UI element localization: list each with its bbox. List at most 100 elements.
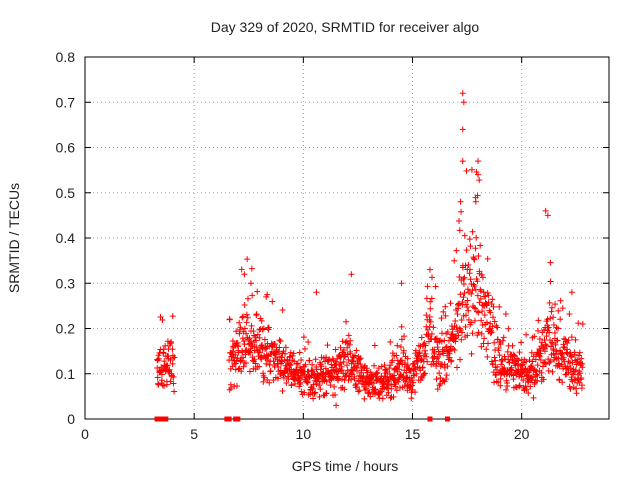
- data-point: [502, 310, 509, 317]
- x-tick-label: 10: [296, 426, 312, 442]
- x-tick-label: 15: [405, 426, 421, 442]
- data-point: [263, 293, 270, 300]
- data-point: [376, 390, 383, 397]
- data-point: [544, 316, 551, 323]
- data-point: [496, 303, 503, 310]
- data-point: [338, 367, 345, 374]
- data-point: [400, 372, 407, 379]
- data-point: [534, 362, 541, 369]
- data-point: [465, 307, 472, 314]
- data-point: [572, 367, 579, 374]
- data-point: [363, 365, 370, 372]
- data-point: [505, 356, 512, 363]
- data-point: [246, 335, 253, 342]
- data-point: [266, 379, 273, 386]
- data-point: [474, 332, 481, 339]
- data-point: [348, 376, 355, 383]
- data-point: [461, 274, 468, 281]
- data-point: [464, 297, 471, 304]
- data-point: [252, 360, 259, 367]
- data-point: [553, 348, 560, 355]
- data-point: [432, 283, 439, 290]
- data-point: [398, 323, 405, 330]
- data-point: [560, 343, 567, 350]
- data-point: [159, 317, 166, 324]
- data-point: [552, 341, 559, 348]
- data-point: [568, 353, 575, 360]
- data-point: [301, 389, 308, 396]
- data-point: [356, 356, 363, 363]
- data-point: [422, 342, 429, 349]
- data-point: [483, 302, 490, 309]
- data-point: [385, 389, 392, 396]
- data-point: [393, 352, 400, 359]
- x-tick-label: 20: [514, 426, 530, 442]
- data-point: [560, 354, 567, 361]
- data-point: [485, 340, 492, 347]
- data-point: [251, 356, 258, 363]
- data-point: [366, 389, 373, 396]
- data-point: [477, 288, 484, 295]
- data-point: [353, 347, 360, 354]
- data-point: [481, 312, 488, 319]
- data-point: [239, 313, 246, 320]
- data-point: [298, 356, 305, 363]
- data-point: [555, 307, 562, 314]
- x-axis-label: GPS time / hours: [292, 458, 399, 474]
- data-point: [463, 167, 470, 174]
- data-point: [371, 342, 378, 349]
- data-point: [157, 313, 164, 320]
- chart-title: Day 329 of 2020, SRMTID for receiver alg…: [211, 19, 480, 35]
- data-point: [461, 289, 468, 296]
- data-point: [460, 294, 467, 301]
- data-point: [442, 303, 449, 310]
- data-point: [276, 353, 283, 360]
- data-point: [304, 378, 311, 385]
- data-point: [342, 339, 349, 346]
- data-point: [458, 208, 465, 215]
- data-point: [357, 355, 364, 362]
- data-point: [495, 379, 502, 386]
- data-point: [415, 353, 422, 360]
- data-point: [347, 350, 354, 357]
- data-point: [476, 177, 483, 184]
- data-point: [242, 360, 249, 367]
- data-point: [390, 393, 397, 400]
- y-tick-label: 0.8: [56, 49, 76, 65]
- data-point: [572, 336, 579, 343]
- data-point: [386, 365, 393, 372]
- data-point: [556, 360, 563, 367]
- data-point: [440, 350, 447, 357]
- data-point: [348, 357, 355, 364]
- data-point: [492, 357, 499, 364]
- data-point: [489, 323, 496, 330]
- data-point: [260, 378, 267, 385]
- data-point: [296, 381, 303, 388]
- data-point: [491, 339, 498, 346]
- data-point: [547, 315, 554, 322]
- data-point: [388, 385, 395, 392]
- data-point: [494, 324, 501, 331]
- data-point: [389, 350, 396, 357]
- data-point: [464, 304, 471, 311]
- data-point: [387, 362, 394, 369]
- data-point: [248, 322, 255, 329]
- data-point: [491, 318, 498, 325]
- data-point: [312, 389, 319, 396]
- data-point: [430, 358, 437, 365]
- data-point: [516, 382, 523, 389]
- data-point: [421, 370, 428, 377]
- data-point: [436, 382, 443, 389]
- data-point: [561, 358, 568, 365]
- data-point: [530, 394, 537, 401]
- data-point: [226, 316, 233, 323]
- data-point: [527, 383, 534, 390]
- data-point: [381, 362, 388, 369]
- data-point: [241, 271, 248, 278]
- data-point: [567, 365, 574, 372]
- data-point: [571, 351, 578, 358]
- data-point: [474, 292, 481, 299]
- data-point: [263, 353, 270, 360]
- data-point: [577, 376, 584, 383]
